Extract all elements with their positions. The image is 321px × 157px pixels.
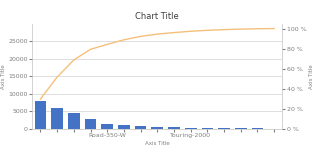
Bar [152, 127, 163, 129]
Y-axis label: Axis Title: Axis Title [1, 64, 6, 89]
Bar [35, 101, 46, 129]
Bar [168, 127, 180, 129]
Bar [135, 126, 146, 129]
Bar [235, 128, 247, 129]
Bar [68, 113, 80, 129]
Bar [202, 128, 213, 129]
Title: Chart Title: Chart Title [135, 12, 179, 21]
X-axis label: Axis Title: Axis Title [145, 141, 170, 146]
Bar [118, 125, 130, 129]
Bar [185, 127, 196, 129]
Bar [101, 124, 113, 129]
Y-axis label: Axis Title: Axis Title [309, 64, 314, 89]
Bar [252, 128, 263, 129]
Bar [218, 128, 230, 129]
Bar [51, 108, 63, 129]
Bar [85, 119, 96, 129]
